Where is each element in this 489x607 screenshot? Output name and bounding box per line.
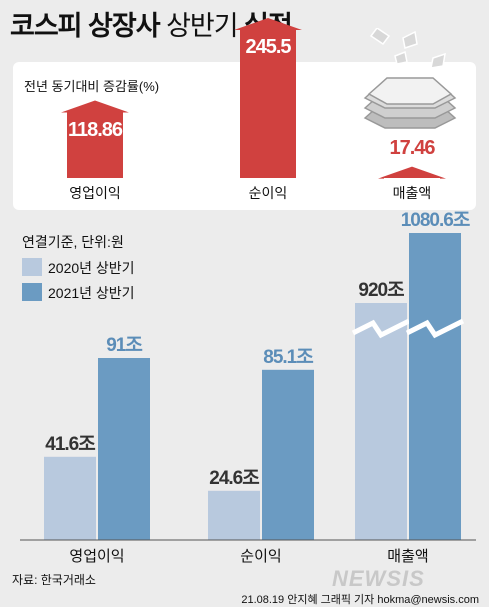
money-stack-icon: [363, 28, 457, 129]
growth-arrow-1: [234, 18, 302, 178]
source-note: 자료: 한국거래소: [12, 573, 96, 587]
category-label-1: 순이익: [240, 548, 282, 565]
growth-arrow-0: [61, 100, 129, 178]
bar-prev-2: [355, 303, 407, 540]
title-bold-part: 코스피 상장사: [10, 11, 161, 41]
newsis-logo: NEWSIS: [332, 566, 425, 591]
bar-prev-0: [44, 456, 96, 540]
title-thin-part: 상반기: [166, 11, 239, 41]
growth-value-label-2: 17.46: [389, 136, 435, 159]
bar-value-label-prev-1: 24.6조: [209, 467, 259, 489]
bar-curr-1: [262, 369, 314, 540]
bar-value-label-curr-0: 91조: [106, 335, 143, 356]
growth-category-label-1: 순이익: [248, 185, 288, 201]
bar-value-label-prev-2: 920조: [358, 280, 404, 301]
axis-break-curr: [405, 318, 465, 339]
growth-value-label-0: 118.86: [67, 118, 123, 141]
bar-curr-0: [98, 358, 150, 540]
credit-line: 21.08.19 안지혜 그래픽 기자 hokma@newsis.com: [241, 594, 479, 606]
legend-label-2021: 2021년 상반기: [48, 285, 135, 301]
category-label-2: 매출액: [387, 548, 429, 565]
bar-prev-1: [208, 490, 260, 540]
unit-note: 연결기준, 단위:원: [22, 234, 124, 250]
bar-value-label-curr-1: 85.1조: [263, 346, 313, 368]
axis-break-prev: [351, 318, 411, 339]
legend-swatch-2021: [22, 283, 42, 301]
bar-value-label-prev-0: 41.6조: [45, 433, 95, 455]
page-title: 코스피 상장사 상반기 실적: [10, 4, 293, 43]
growth-value-label-1: 245.5: [245, 36, 291, 58]
category-label-0: 영업이익: [69, 548, 125, 565]
bar-value-label-curr-2: 1080.6조: [400, 210, 471, 231]
growth-rate-subtitle: 전년 동기대비 증감률(%): [24, 79, 160, 94]
legend-label-2020: 2020년 상반기: [48, 260, 135, 276]
bar-curr-2: [409, 233, 461, 540]
legend-swatch-2020: [22, 258, 42, 276]
growth-arrow-2: [378, 166, 446, 179]
growth-category-label-0: 영업이익: [69, 185, 121, 201]
growth-category-label-2: 매출액: [392, 185, 432, 201]
